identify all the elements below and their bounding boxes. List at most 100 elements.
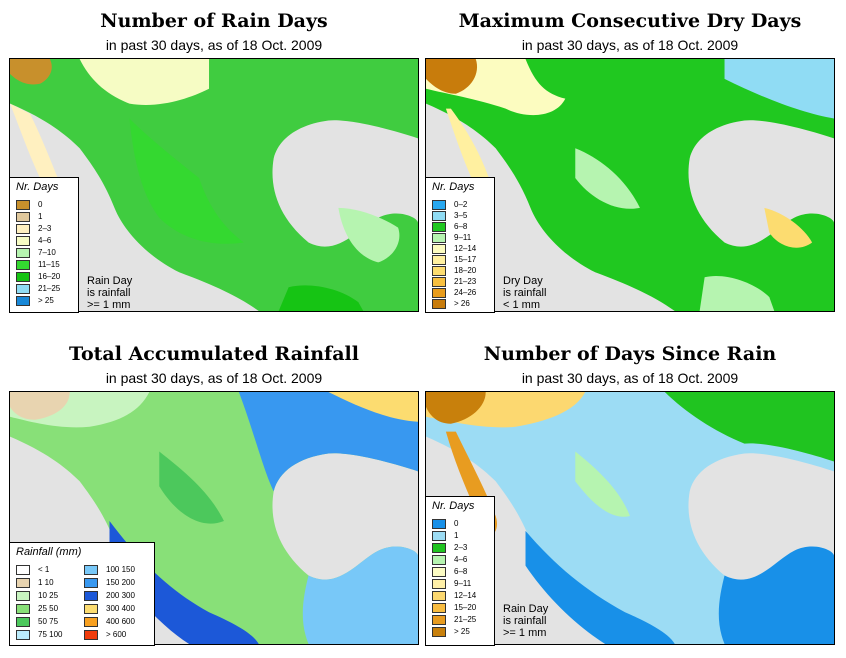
rain-day-note: Rain Day is rainfall >= 1 mm [503,603,548,639]
legend-swatch [16,591,30,601]
legend-swatch [432,244,446,254]
legend-label: 75 100 [38,630,63,639]
note-line-1: Rain Day [87,275,133,287]
legend-label: 400 600 [106,617,135,626]
legend-title: Nr. Days [432,500,475,512]
legend-swatch [16,224,30,234]
legend-swatch [84,591,98,601]
legend-swatch [16,296,30,306]
legend-swatch [16,248,30,258]
legend-label: 21–25 [38,284,61,293]
legend-label: 0–2 [454,200,468,209]
legend-swatch [432,266,446,276]
legend-label: > 600 [106,630,127,639]
legend-swatch [84,617,98,627]
legend-title: Rainfall (mm) [16,546,82,558]
legend-label: 16–20 [38,272,61,281]
legend-swatch [16,272,30,282]
legend-swatch [432,531,446,541]
legend-label: 0 [38,200,43,209]
legend-swatch [432,211,446,221]
legend-swatch [16,578,30,588]
panel-subtitle: in past 30 days, as of 18 Oct. 2009 [521,370,739,386]
legend-label: 0 [454,519,459,528]
legend-label: 300 400 [106,604,135,613]
legend-swatch [432,222,446,232]
legend-swatch [432,579,446,589]
legend-title: Nr. Days [16,181,59,193]
legend-swatch [16,604,30,614]
legend-label: 150 200 [106,578,135,587]
legend-swatch [432,627,446,637]
panel-title: Number of Days Since Rain [483,343,777,365]
legend-label: 3–5 [454,211,468,220]
panel-consecutive-dry-days: Maximum Consecutive Dry Days in past 30 … [425,0,835,325]
legend: Nr. Days 0 1 2–3 4–6 7–10 11–15 16–20 21–25 > 25 [9,177,79,313]
legend-label: 7–10 [38,248,56,257]
legend-swatch [432,567,446,577]
legend-label: > 25 [454,627,470,636]
legend-swatch [432,200,446,210]
legend-label: 6–8 [454,567,468,576]
legend-label: < 1 [38,565,50,574]
legend-label: 1 [454,531,459,540]
dry-day-note: Dry Day is rainfall < 1 mm [503,275,546,311]
rain-day-note: Rain Day is rainfall >= 1 mm [87,275,132,311]
legend-swatch [16,260,30,270]
note-line-3: >= 1 mm [503,627,547,639]
legend-swatch [432,603,446,613]
mexico-map [426,59,834,311]
legend-swatch [432,519,446,529]
note-line-3: >= 1 mm [87,299,131,311]
legend-label: 2–3 [454,543,468,552]
note-line-2: is rainfall [87,287,131,299]
legend-label: 15–20 [454,603,477,612]
legend-swatch [432,591,446,601]
note-line-1: Rain Day [503,603,549,615]
panel-subtitle: in past 30 days, as of 18 Oct. 2009 [105,37,323,53]
legend-swatch [16,565,30,575]
legend-swatch [432,277,446,287]
legend-swatch [84,604,98,614]
legend-swatch [16,200,30,210]
legend-label: > 26 [454,299,470,308]
legend-label: 21–25 [454,615,477,624]
legend-label: 21–23 [454,277,477,286]
panel-subtitle: in past 30 days, as of 18 Oct. 2009 [105,370,323,386]
legend-swatch [16,284,30,294]
legend-swatch [432,299,446,309]
legend-swatch [432,615,446,625]
panel-title: Total Accumulated Rainfall [69,343,359,365]
legend-label: > 25 [38,296,54,305]
legend-label: 10 25 [38,591,59,600]
panel-title: Number of Rain Days [100,10,328,32]
legend-swatch [16,236,30,246]
legend-label: 2–3 [38,224,52,233]
legend-label: 4–6 [454,555,468,564]
legend-label: 15–17 [454,255,477,264]
legend-label: 9–11 [454,579,472,588]
legend-label: 50 75 [38,617,59,626]
legend-swatch [432,255,446,265]
panel-title: Maximum Consecutive Dry Days [458,10,802,32]
mexico-map [10,59,418,311]
legend-label: 9–11 [454,233,472,242]
note-line-1: Dry Day [503,275,543,287]
legend-swatch [84,630,98,640]
legend-label: 200 300 [106,591,135,600]
legend-swatch [432,233,446,243]
legend-label: 24–26 [454,288,477,297]
legend-swatch [84,578,98,588]
legend: Rainfall (mm) < 1 1 10 10 25 25 50 50 75 75 1… [9,542,155,646]
legend-label: 12–14 [454,591,477,600]
legend-swatch [16,212,30,222]
legend-label: 6–8 [454,222,468,231]
legend-label: 11–15 [38,260,60,269]
note-line-2: is rainfall [503,615,547,627]
legend-label: 1 10 [38,578,54,587]
legend-label: 18–20 [454,266,477,275]
legend-swatch [84,565,98,575]
panel-rain-days: Number of Rain Days in past 30 days, as … [9,0,419,325]
panel-days-since-rain: Number of Days Since Rain in past 30 day… [425,333,835,658]
legend-label: 25 50 [38,604,59,613]
